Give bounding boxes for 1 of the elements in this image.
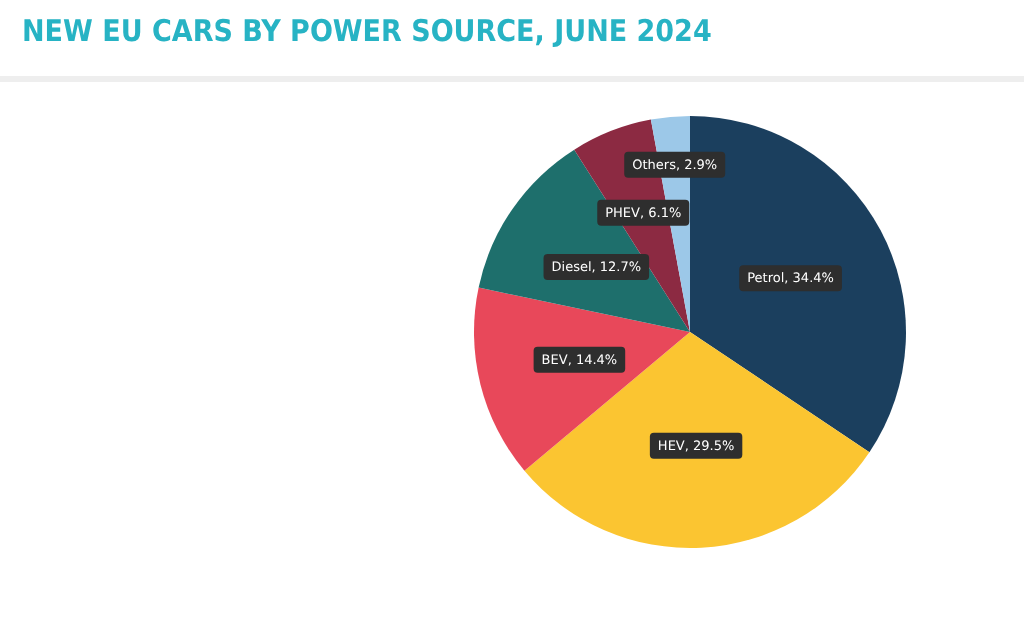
- chart-title: NEW EU CARS BY POWER SOURCE, JUNE 2024: [22, 13, 712, 49]
